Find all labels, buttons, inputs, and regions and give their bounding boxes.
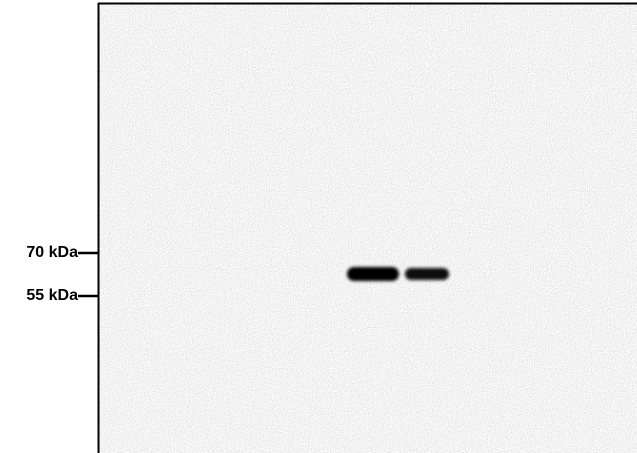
western-blot-figure: 70 kDa 55 kDa (0, 0, 637, 453)
marker-label: 70 kDa (26, 244, 78, 261)
page: 70 kDa 55 kDa (() => { const data = JSON… (0, 0, 637, 453)
band (347, 267, 399, 281)
band (405, 268, 449, 280)
blot-noise (99, 4, 637, 453)
marker-label: 55 kDa (26, 287, 78, 304)
